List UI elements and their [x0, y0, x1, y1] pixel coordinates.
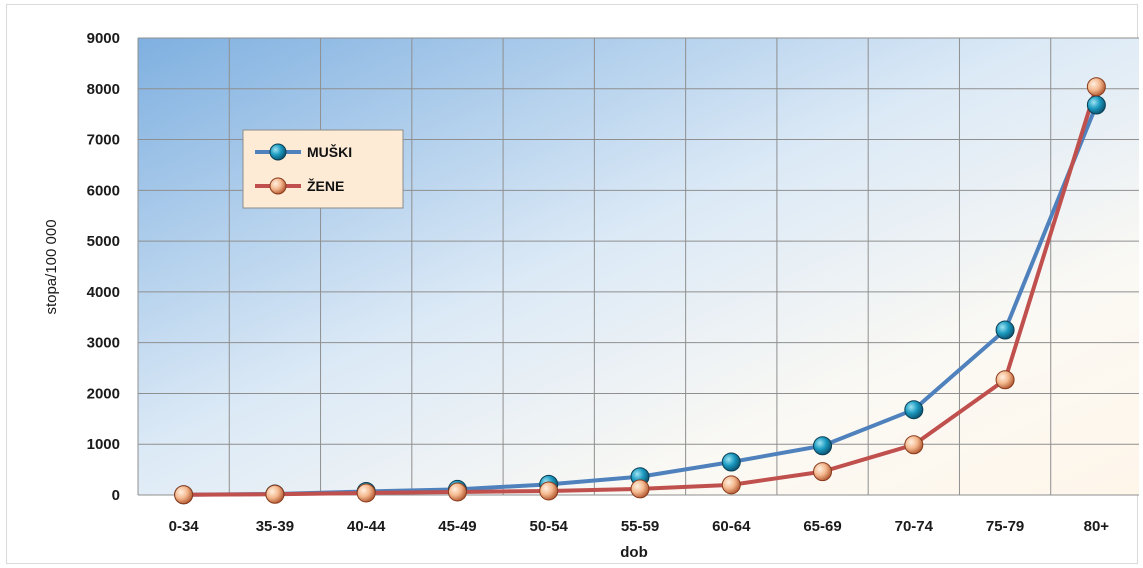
chart-frame: 0 1000 2000 3000 4000 5000 6000 7000 8000 9000 0-…	[6, 4, 1139, 564]
x-tick-label: 45-49	[438, 518, 476, 535]
data-point-zene	[356, 483, 376, 503]
data-point-zene	[447, 482, 467, 502]
data-point-zene	[995, 370, 1015, 390]
data-point-muski	[995, 320, 1015, 340]
y-tick-label: 4000	[87, 284, 120, 301]
x-tick-label: 40-44	[347, 518, 386, 535]
series-markers	[174, 77, 1106, 505]
data-point-zene	[174, 485, 194, 505]
data-point-zene	[904, 435, 924, 455]
y-axis-title: stopa/100 000	[43, 219, 60, 314]
x-tick-label: 0-34	[169, 518, 200, 535]
x-tick-label: 55-59	[621, 518, 659, 535]
x-tick-label: 50-54	[530, 518, 569, 535]
data-point-zene	[813, 462, 833, 482]
x-tick-label: 60-64	[712, 518, 751, 535]
x-axis-ticks: 0-34 35-39 40-44 45-49 50-54 55-59 60-64 65-69 7…	[169, 518, 1110, 535]
y-tick-label: 6000	[87, 182, 120, 199]
legend-label-muski: MUŠKI	[307, 143, 352, 160]
x-tick-label: 75-79	[986, 518, 1024, 535]
y-tick-label: 2000	[87, 385, 120, 402]
legend-label-zene: ŽENE	[307, 177, 344, 194]
data-point-zene	[1086, 77, 1106, 97]
data-point-zene	[630, 479, 650, 499]
legend: MUŠKI ŽENE	[242, 129, 404, 209]
grid	[137, 37, 1139, 496]
line-chart: 0 1000 2000 3000 4000 5000 6000 7000 8000 9000 0-…	[43, 30, 1139, 561]
data-point-zene	[265, 484, 285, 504]
y-tick-label: 3000	[87, 335, 120, 352]
legend-box	[242, 129, 404, 209]
data-point-muski	[721, 452, 741, 472]
y-tick-label: 9000	[87, 30, 120, 47]
y-tick-label: 0	[112, 487, 120, 504]
y-axis-ticks: 0 1000 2000 3000 4000 5000 6000 7000 8000 9000	[87, 30, 120, 504]
data-point-muski	[1086, 95, 1106, 115]
legend-marker-zene	[269, 177, 287, 195]
y-tick-label: 1000	[87, 436, 120, 453]
x-axis-title: dob	[620, 544, 648, 561]
data-point-zene	[539, 481, 559, 501]
legend-marker-muski	[269, 143, 287, 161]
plot-area	[138, 38, 1139, 495]
y-tick-label: 7000	[87, 132, 120, 149]
y-tick-label: 8000	[87, 81, 120, 98]
data-point-muski	[813, 436, 833, 456]
data-point-muski	[904, 400, 924, 420]
x-tick-label: 70-74	[895, 518, 934, 535]
x-tick-label: 35-39	[256, 518, 294, 535]
y-tick-label: 5000	[87, 233, 120, 250]
x-tick-label: 80+	[1084, 518, 1110, 535]
x-tick-label: 65-69	[803, 518, 841, 535]
data-point-zene	[721, 475, 741, 495]
